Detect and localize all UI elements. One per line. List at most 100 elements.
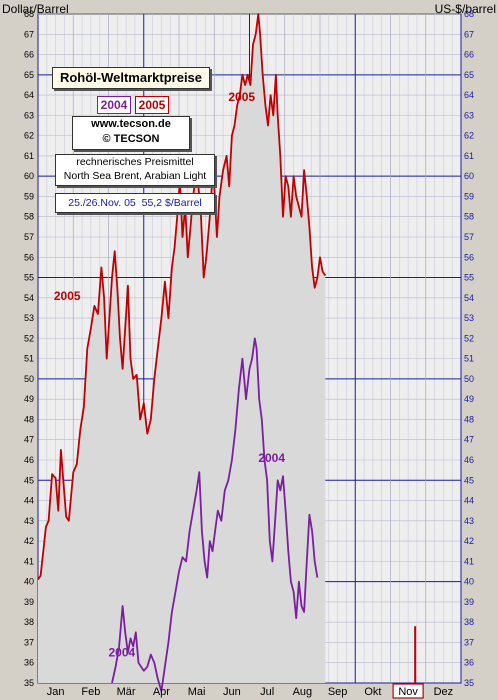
x-tick-label-Jul: Jul	[260, 686, 274, 698]
y-tick-label-left: 38	[24, 617, 34, 627]
y-tick-label-right: 42	[464, 536, 474, 546]
source-copyright: © TECSON	[102, 133, 160, 145]
y-tick-label-left: 46	[24, 455, 34, 465]
y-tick-label-right: 53	[464, 313, 474, 323]
y-tick-label-left: 52	[24, 333, 34, 343]
y-tick-label-left: 49	[24, 394, 34, 404]
source-url: www.tecson.de	[91, 118, 171, 130]
chart-title: Rohöl-Weltmarktpreise	[52, 67, 210, 89]
series-label-2005: 2005	[228, 90, 255, 104]
x-tick-label-Dez: Dez	[434, 686, 454, 698]
y-tick-label-right: 41	[464, 556, 474, 566]
series-label-2004: 2004	[109, 646, 136, 660]
y-tick-label-left: 37	[24, 637, 34, 647]
current-price-box: 25./26.Nov. 05 55,2 $/Barrel	[55, 193, 215, 213]
legend-2005: 2005	[135, 96, 169, 114]
y-tick-label-left: 42	[24, 536, 34, 546]
legend-2004: 2004	[97, 96, 131, 114]
source-box: www.tecson.de © TECSON	[72, 116, 190, 150]
y-tick-label-right: 52	[464, 333, 474, 343]
y-tick-label-left: 45	[24, 475, 34, 485]
y-tick-label-right: 47	[464, 435, 474, 445]
y-axis-label-left: Dollar/Barrel	[2, 2, 69, 16]
y-tick-label-left: 39	[24, 597, 34, 607]
y-tick-label-right: 66	[464, 50, 474, 60]
y-tick-label-right: 36	[464, 658, 474, 668]
y-tick-label-left: 57	[24, 232, 34, 242]
y-tick-label-right: 35	[464, 678, 474, 688]
y-tick-label-right: 61	[464, 151, 474, 161]
x-tick-label-Feb: Feb	[81, 686, 100, 698]
y-tick-label-left: 56	[24, 252, 34, 262]
y-tick-label-right: 59	[464, 191, 474, 201]
method-note-line-2: North Sea Brent, Arabian Light	[63, 170, 207, 182]
y-tick-label-right: 58	[464, 212, 474, 222]
y-tick-label-right: 45	[464, 475, 474, 485]
y-tick-label-right: 40	[464, 577, 474, 587]
y-tick-label-left: 54	[24, 293, 34, 303]
y-tick-label-right: 46	[464, 455, 474, 465]
y-tick-label-right: 44	[464, 496, 474, 506]
legend: 2004 2005	[97, 96, 171, 114]
y-tick-label-right: 67	[464, 29, 474, 39]
y-tick-label-right: 48	[464, 414, 474, 424]
area-2005	[38, 14, 326, 683]
y-axis-label-right: US-$/barrel	[434, 2, 496, 16]
x-tick-label-Mai: Mai	[188, 686, 206, 698]
y-tick-label-left: 36	[24, 658, 34, 668]
y-tick-label-right: 57	[464, 232, 474, 242]
y-tick-label-right: 56	[464, 252, 474, 262]
y-tick-label-left: 47	[24, 435, 34, 445]
y-tick-label-left: 64	[24, 90, 34, 100]
y-tick-label-right: 39	[464, 597, 474, 607]
y-tick-label-left: 67	[24, 29, 34, 39]
x-tick-label-Apr: Apr	[153, 686, 170, 698]
method-note-line-1: rechnerisches Preismittel	[76, 156, 194, 168]
x-tick-label-Sep: Sep	[328, 686, 348, 698]
y-tick-label-right: 38	[464, 617, 474, 627]
y-tick-label-right: 64	[464, 90, 474, 100]
y-tick-label-right: 54	[464, 293, 474, 303]
y-tick-label-right: 60	[464, 171, 474, 181]
y-tick-label-right: 51	[464, 354, 474, 364]
y-tick-label-right: 50	[464, 374, 474, 384]
y-tick-label-left: 40	[24, 577, 34, 587]
y-tick-label-left: 50	[24, 374, 34, 384]
series-line-2004	[111, 337, 319, 692]
y-tick-label-left: 58	[24, 212, 34, 222]
y-tick-label-left: 61	[24, 151, 34, 161]
y-tick-label-left: 65	[24, 70, 34, 80]
current-date: 25./26.Nov. 05	[68, 197, 136, 209]
highlight-month-box	[392, 683, 424, 699]
y-tick-label-right: 37	[464, 637, 474, 647]
y-tick-label-left: 35	[24, 678, 34, 688]
y-tick-label-left: 48	[24, 414, 34, 424]
series-label-2005: 2005	[54, 289, 81, 303]
y-tick-label-left: 62	[24, 131, 34, 141]
x-tick-label-Mär: Mär	[117, 686, 136, 698]
y-tick-label-right: 68	[464, 9, 474, 19]
y-tick-label-left: 43	[24, 516, 34, 526]
y-tick-label-right: 65	[464, 70, 474, 80]
y-tick-label-left: 53	[24, 313, 34, 323]
y-tick-label-right: 55	[464, 273, 474, 283]
y-tick-label-right: 62	[464, 131, 474, 141]
x-tick-label-Nov: Nov	[398, 686, 418, 698]
y-tick-label-left: 60	[24, 171, 34, 181]
y-tick-label-left: 44	[24, 496, 34, 506]
y-tick-label-left: 51	[24, 354, 34, 364]
y-tick-label-left: 68	[24, 9, 34, 19]
y-tick-label-right: 63	[464, 110, 474, 120]
y-tick-label-right: 43	[464, 516, 474, 526]
y-tick-label-left: 59	[24, 191, 34, 201]
y-tick-label-left: 55	[24, 273, 34, 283]
y-tick-label-left: 66	[24, 50, 34, 60]
y-tick-label-left: 63	[24, 110, 34, 120]
series-label-2004: 2004	[258, 451, 285, 465]
x-tick-label-Aug: Aug	[293, 686, 313, 698]
x-tick-label-Jan: Jan	[47, 686, 65, 698]
current-price: 55,2 $/Barrel	[141, 197, 202, 209]
method-note: rechnerisches Preismittel North Sea Bren…	[55, 154, 215, 186]
